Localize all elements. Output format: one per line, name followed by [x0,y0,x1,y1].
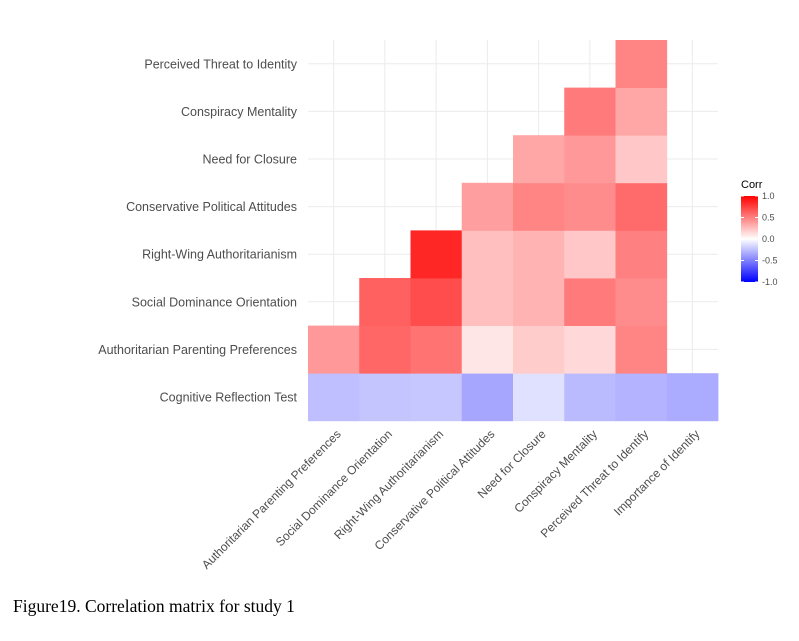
tile-social-dominance-orientation-conservative-political-attitudes [461,278,514,326]
tile-conservative-political-attitudes-need-for-closure [513,182,565,231]
tile-cognitive-reflection-test-conservative-political-attitudes [461,373,514,422]
y-tick-label: Social Dominance Orientation [132,295,297,309]
y-tick-label: Conservative Political Attitudes [126,200,297,214]
tile-cognitive-reflection-test-perceived-threat-to-identify [615,373,668,422]
tile-social-dominance-orientation-perceived-threat-to-identify [615,278,668,326]
tile-cognitive-reflection-test-right-wing-authoritarianism [410,373,463,422]
legend-tick-label: -1.0 [762,277,778,287]
tile-conservative-political-attitudes-conservative-political-attitudes [461,182,514,231]
tile-right-wing-authoritarianism-right-wing-authoritarianism [410,230,463,279]
tile-conservative-political-attitudes-perceived-threat-to-identify [615,182,668,231]
legend-tick-label: 0.5 [762,213,775,223]
tile-authoritarian-parenting-preferences-authoritarian-parenting-preferences [308,325,360,374]
tile-need-for-closure-conspiracy-mentality [564,135,616,184]
legend-title: Corr [741,179,763,191]
tile-conspiracy-mentality-perceived-threat-to-identify [615,87,668,136]
tile-need-for-closure-need-for-closure [513,135,565,184]
tile-authoritarian-parenting-preferences-social-dominance-orientation [359,325,411,374]
tile-authoritarian-parenting-preferences-perceived-threat-to-identify [615,325,668,374]
x-tick-label: Perceived Threat to Identify [538,427,652,541]
tile-cognitive-reflection-test-need-for-closure [513,373,565,422]
tile-cognitive-reflection-test-social-dominance-orientation [359,373,411,422]
tile-right-wing-authoritarianism-conspiracy-mentality [564,230,616,279]
tile-cognitive-reflection-test-authoritarian-parenting-preferences [308,373,360,422]
tile-social-dominance-orientation-need-for-closure [513,278,565,326]
tile-social-dominance-orientation-social-dominance-orientation [359,278,411,326]
figure-caption: Figure19. Correlation matrix for study 1 [13,596,295,616]
tile-right-wing-authoritarianism-conservative-political-attitudes [461,230,514,279]
tile-authoritarian-parenting-preferences-conservative-political-attitudes [461,325,514,374]
legend-colorbar [741,196,758,282]
y-tick-label: Need for Closure [203,153,298,167]
tile-cognitive-reflection-test-conspiracy-mentality [564,373,616,422]
tile-right-wing-authoritarianism-need-for-closure [513,230,565,279]
legend-tick-label: -0.5 [762,256,778,266]
tile-social-dominance-orientation-right-wing-authoritarianism [410,278,463,326]
tile-authoritarian-parenting-preferences-right-wing-authoritarianism [410,325,463,374]
tile-cognitive-reflection-test-importance-of-identify [666,373,719,422]
y-tick-label: Perceived Threat to Identity [144,57,297,71]
tile-need-for-closure-perceived-threat-to-identify [615,135,668,184]
tile-perceived-threat-to-identity-perceived-threat-to-identify [615,40,668,88]
y-tick-label: Cognitive Reflection Test [160,391,298,405]
tile-right-wing-authoritarianism-perceived-threat-to-identify [615,230,668,279]
y-tick-label: Authoritarian Parenting Preferences [98,343,297,357]
legend-tick-label: 1.0 [762,191,775,201]
y-tick-label: Conspiracy Mentality [181,105,298,119]
tile-social-dominance-orientation-conspiracy-mentality [564,278,616,326]
x-tick-label: Importance of Identify [611,427,703,519]
legend-tick-label: 0.0 [762,234,775,244]
tile-authoritarian-parenting-preferences-need-for-closure [513,325,565,374]
tile-conspiracy-mentality-conspiracy-mentality [564,87,616,136]
tile-conservative-political-attitudes-conspiracy-mentality [564,182,616,231]
tile-authoritarian-parenting-preferences-conspiracy-mentality [564,325,616,374]
y-tick-label: Right-Wing Authoritarianism [142,248,297,262]
